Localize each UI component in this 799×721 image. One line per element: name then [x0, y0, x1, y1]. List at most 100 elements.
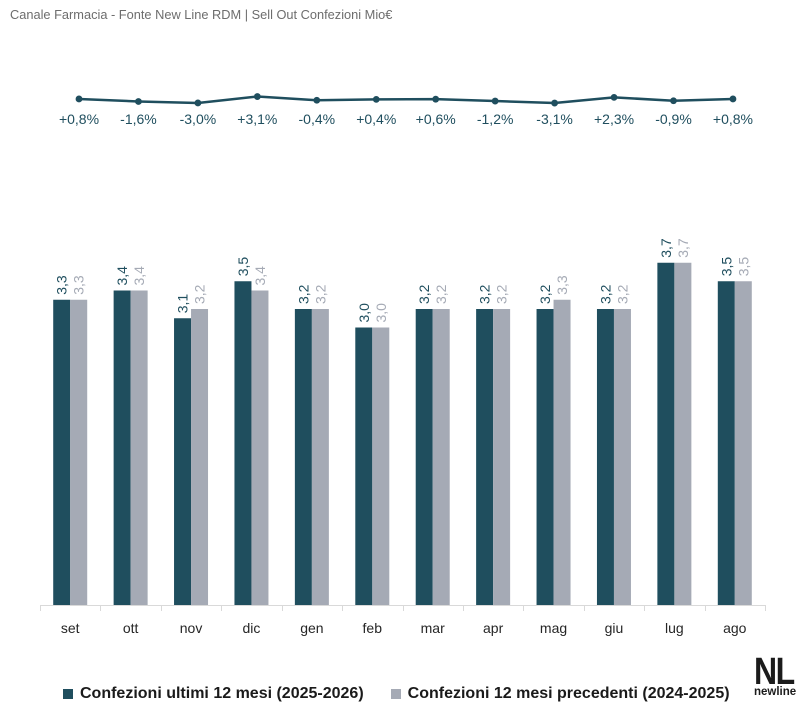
chart-legend: Confezioni ultimi 12 mesi (2025-2026) Co…	[63, 685, 730, 703]
bar-current-nov	[174, 318, 192, 605]
growth-line-series: +0,8% -1,6% -3,0% +3,1% -0,4% +0,4% +0,6% -1,2%…	[59, 93, 753, 127]
bar-previous-giu	[613, 309, 631, 605]
data-label-previous-nov: 3,2	[192, 284, 208, 304]
growth-label-mar: +0,6%	[416, 111, 456, 127]
logo-wordmark: newline	[754, 686, 797, 698]
bar-current-feb	[355, 327, 373, 605]
data-label-current-set: 3,3	[54, 275, 70, 295]
data-label-current-mar: 3,2	[416, 284, 432, 304]
bar-previous-nov	[191, 309, 209, 605]
data-label-current-ott: 3,4	[114, 266, 130, 286]
bar-current-gen	[294, 309, 312, 605]
bar-previous-feb	[372, 327, 390, 605]
growth-marker-ago	[729, 95, 737, 103]
bar-previous-mag	[553, 299, 571, 605]
chart-title: Canale Farmacia - Fonte New Line RDM | S…	[10, 7, 393, 22]
data-label-previous-apr: 3,2	[494, 284, 510, 304]
data-label-current-ago: 3,5	[718, 257, 734, 277]
bar-current-ott	[113, 290, 131, 605]
data-label-previous-feb: 3,0	[373, 303, 389, 323]
legend-item-previous: Confezioni 12 mesi precedenti (2024-2025…	[390, 685, 730, 703]
x-tick-label-apr: apr	[483, 620, 504, 636]
growth-label-gen: -0,4%	[299, 111, 336, 127]
bar-series-current: 3,3 3,43,13,53,23,03,2 3,2 3,2 3,23,73,5	[53, 238, 735, 605]
data-label-current-dic: 3,5	[235, 257, 251, 277]
data-label-current-mag: 3,2	[537, 284, 553, 304]
bar-current-giu	[596, 309, 614, 605]
newline-logo: NL newline	[754, 649, 798, 699]
x-tick-label-nov: nov	[180, 620, 203, 636]
growth-label-dic: +3,1%	[237, 111, 277, 127]
x-tick-label-set: set	[61, 620, 80, 636]
data-label-previous-mar: 3,2	[433, 284, 449, 304]
data-label-current-gen: 3,2	[295, 284, 311, 304]
growth-marker-mag	[551, 99, 558, 107]
x-tick-label-ott: ott	[123, 620, 139, 636]
bar-current-lug	[657, 262, 675, 605]
growth-label-ott: -1,6%	[120, 111, 157, 127]
growth-marker-giu	[610, 93, 618, 101]
growth-label-lug: -0,9%	[655, 111, 692, 127]
growth-label-mag: -3,1%	[536, 111, 573, 127]
growth-marker-nov	[194, 99, 202, 107]
data-label-current-nov: 3,1	[175, 294, 191, 314]
data-label-current-lug: 3,7	[658, 238, 674, 258]
legend-swatch-previous	[390, 689, 401, 699]
bar-current-mar	[415, 309, 433, 605]
bar-previous-dic	[251, 290, 269, 605]
data-label-previous-ago: 3,5	[735, 257, 751, 277]
bar-previous-apr	[493, 309, 511, 605]
bar-previous-ago	[734, 281, 752, 605]
data-label-previous-set: 3,3	[71, 275, 87, 295]
data-label-current-apr: 3,2	[477, 284, 493, 304]
data-label-previous-lug: 3,7	[675, 238, 691, 258]
bar-current-apr	[476, 309, 494, 605]
growth-line	[78, 95, 733, 105]
x-tick-label-giu: giu	[605, 620, 624, 636]
growth-label-giu: +2,3%	[594, 111, 634, 127]
data-label-previous-ott: 3,4	[131, 266, 147, 286]
bar-previous-ott	[130, 290, 148, 605]
x-tick-label-dic: dic	[243, 620, 261, 636]
legend-item-current: Confezioni ultimi 12 mesi (2025-2026)	[63, 685, 364, 703]
bar-previous-lug	[674, 262, 692, 605]
growth-label-ago: +0,8%	[713, 111, 753, 127]
bar-current-mag	[536, 309, 554, 605]
legend-swatch-current	[63, 689, 73, 699]
data-label-previous-giu: 3,2	[614, 284, 630, 304]
growth-marker-mar	[432, 95, 440, 103]
growth-marker-set	[75, 95, 83, 103]
growth-marker-lug	[670, 97, 677, 105]
growth-label-set: +0,8%	[59, 111, 99, 127]
bar-series-previous: 3,3 3,43,23,43,23,03,2 3,2 3,3 3,23,73,5	[70, 238, 752, 605]
x-tick-label-lug: lug	[665, 620, 684, 636]
bar-current-ago	[717, 281, 735, 605]
growth-marker-apr	[491, 97, 499, 105]
x-tick-label-mar: mar	[421, 620, 445, 636]
growth-marker-dic	[253, 93, 261, 100]
data-label-previous-gen: 3,2	[312, 284, 328, 304]
growth-label-feb: +0,4%	[356, 111, 396, 127]
growth-label-nov: -3,0%	[180, 111, 217, 127]
bar-previous-mar	[432, 309, 450, 605]
x-tick-label-feb: feb	[363, 620, 383, 636]
legend-label-previous: Confezioni 12 mesi precedenti (2024-2025…	[407, 685, 730, 702]
logo-mark: NL	[754, 649, 795, 693]
x-axis: set ott nov dic gen feb mar apr mag giu lug ago	[40, 605, 766, 636]
bar-current-set	[53, 299, 71, 605]
x-tick-label-ago: ago	[723, 620, 747, 636]
bar-current-dic	[234, 281, 252, 605]
data-label-current-feb: 3,0	[356, 303, 372, 323]
data-label-previous-mag: 3,3	[554, 275, 570, 295]
x-tick-label-mag: mag	[540, 620, 567, 636]
data-label-current-giu: 3,2	[597, 284, 613, 304]
growth-marker-feb	[372, 95, 380, 103]
bar-previous-gen	[311, 309, 329, 605]
growth-marker-gen	[313, 96, 321, 104]
growth-marker-ott	[135, 98, 142, 105]
data-label-previous-dic: 3,4	[252, 266, 268, 286]
bar-previous-set	[70, 299, 88, 605]
legend-label-current: Confezioni ultimi 12 mesi (2025-2026)	[80, 685, 364, 702]
x-tick-label-gen: gen	[300, 620, 323, 636]
